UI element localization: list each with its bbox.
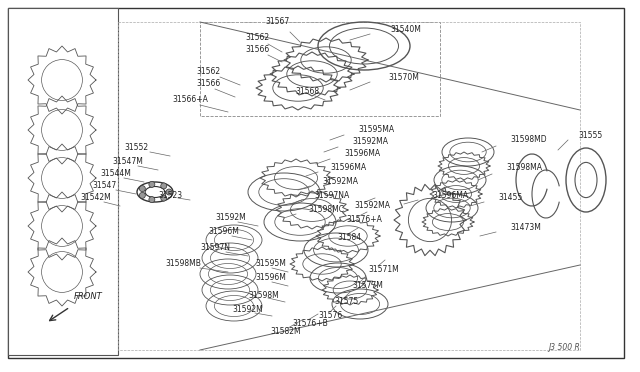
Text: 31576+A: 31576+A	[346, 215, 382, 224]
Text: 31455: 31455	[498, 193, 522, 202]
Circle shape	[161, 183, 167, 189]
Circle shape	[140, 186, 145, 192]
Text: 31570M: 31570M	[388, 74, 419, 83]
Text: 31555: 31555	[578, 131, 602, 140]
Text: 31540M: 31540M	[390, 26, 421, 35]
Text: 31598MC: 31598MC	[308, 205, 344, 215]
Circle shape	[149, 197, 155, 203]
Text: 31568: 31568	[295, 87, 319, 96]
Text: 31542M: 31542M	[80, 193, 111, 202]
Circle shape	[140, 192, 145, 198]
Text: J3 500 R: J3 500 R	[548, 343, 580, 352]
Text: 31596M: 31596M	[255, 273, 286, 282]
Text: 31597NA: 31597NA	[314, 192, 349, 201]
Text: 31577M: 31577M	[352, 282, 383, 291]
Text: 31473M: 31473M	[510, 224, 541, 232]
Text: 31567: 31567	[265, 17, 289, 26]
Text: 31595MA: 31595MA	[358, 125, 394, 135]
Text: 31596MA: 31596MA	[432, 192, 468, 201]
Text: 31592MA: 31592MA	[354, 202, 390, 211]
Text: 31584: 31584	[337, 234, 361, 243]
Text: 31562: 31562	[245, 33, 269, 42]
Text: 31592MA: 31592MA	[322, 177, 358, 186]
Text: 31596MA: 31596MA	[330, 164, 366, 173]
Text: 31523: 31523	[158, 192, 182, 201]
Bar	[8, 8, 118, 355]
Text: 31592M: 31592M	[215, 214, 246, 222]
Text: 31562: 31562	[196, 67, 220, 77]
Text: 31598MD: 31598MD	[510, 135, 547, 144]
Text: 31592M: 31592M	[232, 305, 263, 314]
Text: 31566: 31566	[245, 45, 269, 55]
Text: 31547M: 31547M	[112, 157, 143, 167]
Text: 31598M: 31598M	[248, 291, 279, 299]
Text: 31547: 31547	[92, 182, 116, 190]
Circle shape	[149, 182, 155, 187]
Circle shape	[166, 189, 172, 195]
Text: 31596M: 31596M	[208, 228, 239, 237]
Text: 31576: 31576	[318, 311, 342, 321]
Text: 31597N: 31597N	[200, 244, 230, 253]
Text: 31552: 31552	[124, 144, 148, 153]
Text: 31576+B: 31576+B	[292, 320, 328, 328]
Text: 31582M: 31582M	[270, 327, 301, 337]
Text: 31595M: 31595M	[255, 260, 286, 269]
Text: 31571M: 31571M	[368, 266, 399, 275]
Text: FRONT: FRONT	[74, 292, 103, 301]
Circle shape	[161, 195, 167, 201]
Text: 31592MA: 31592MA	[352, 138, 388, 147]
Text: 31575: 31575	[334, 298, 358, 307]
Text: 31598MA: 31598MA	[506, 164, 542, 173]
Text: 31596MA: 31596MA	[344, 150, 380, 158]
Text: 31566+A: 31566+A	[172, 96, 208, 105]
Text: 31566: 31566	[196, 80, 220, 89]
Text: 31598MB: 31598MB	[165, 260, 201, 269]
Text: 31544M: 31544M	[100, 170, 131, 179]
